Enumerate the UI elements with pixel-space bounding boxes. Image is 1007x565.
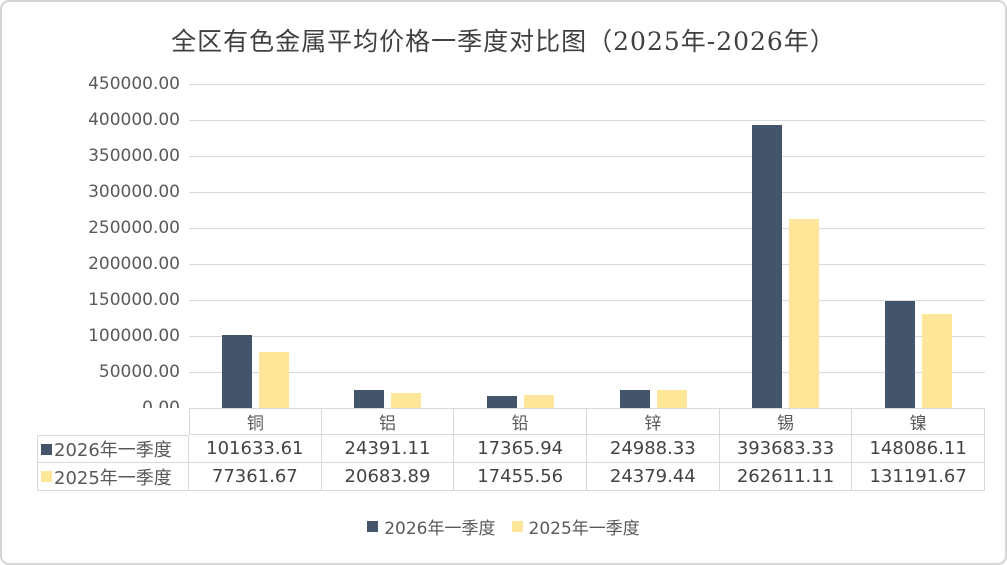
bar — [752, 124, 783, 408]
gridline — [189, 264, 985, 265]
legend-swatch-2026-icon — [367, 521, 379, 532]
legend-label-2026: 2026年一季度 — [384, 519, 496, 539]
gridline — [189, 336, 985, 337]
y-axis-label: 350000.00 — [88, 146, 180, 166]
value-cell: 24988.33 — [587, 435, 720, 463]
series-name: 2025年一季度 — [54, 467, 172, 489]
y-axis-label: 250000.00 — [88, 218, 180, 238]
bar-group — [852, 84, 985, 408]
value-cell: 262611.11 — [719, 463, 853, 491]
value-cell: 20683.89 — [321, 463, 455, 491]
series-name: 2026年一季度 — [54, 440, 172, 461]
category-header-cell: 铅 — [454, 408, 587, 435]
value-cell: 24379.44 — [587, 463, 720, 491]
bar — [619, 390, 650, 408]
bar — [221, 334, 252, 408]
legend: 2026年一季度 2025年一季度 — [2, 514, 1005, 539]
legend-swatch-2025-icon — [511, 521, 523, 532]
data-table: 铜铝铅锌锡镍 2026年一季度 101633.61 24391.11 17365.94 2… — [37, 408, 985, 491]
series-row-label: 2026年一季度 — [37, 435, 189, 463]
bar — [524, 395, 555, 408]
bar — [391, 393, 422, 408]
plot-area — [189, 84, 985, 408]
y-axis: 450000.00 400000.00 350000.00 300000.00 2500… — [42, 74, 180, 418]
gridline — [189, 84, 985, 85]
bar-group — [189, 84, 322, 408]
legend-item-2026: 2026年一季度 — [367, 514, 496, 539]
bar — [487, 395, 518, 408]
category-header-cell: 铜 — [189, 408, 322, 435]
value-cell: 148086.11 — [852, 435, 985, 463]
bar-group — [454, 84, 587, 408]
gridline — [189, 300, 985, 301]
gridline — [189, 228, 985, 229]
legend-item-2025: 2025年一季度 — [511, 514, 640, 539]
bar — [354, 390, 385, 408]
y-axis-label: 100000.00 — [88, 326, 180, 346]
bar-group — [322, 84, 455, 408]
gridline — [189, 120, 985, 121]
bar — [258, 352, 289, 408]
series-row-label: 2025年一季度 — [37, 463, 189, 491]
bar — [885, 301, 916, 408]
value-cell: 77361.67 — [189, 463, 322, 491]
category-header-cell: 铝 — [321, 408, 455, 435]
bar-group — [587, 84, 720, 408]
bar-group — [720, 84, 853, 408]
category-header-cell: 镍 — [852, 408, 985, 435]
value-cell: 131191.67 — [852, 463, 985, 491]
value-cell: 24391.11 — [321, 435, 455, 463]
y-axis-label: 450000.00 — [88, 74, 180, 94]
category-header-cell: 锌 — [587, 408, 720, 435]
gridline — [189, 156, 985, 157]
y-axis-label: 300000.00 — [88, 182, 180, 202]
category-header-cell: 锡 — [719, 408, 853, 435]
bar — [789, 218, 820, 408]
gridline — [189, 372, 985, 373]
value-cell: 101633.61 — [189, 435, 322, 463]
bar — [922, 313, 953, 408]
legend-label-2025: 2025年一季度 — [528, 519, 640, 539]
y-axis-label: 400000.00 — [88, 110, 180, 130]
value-cell: 17365.94 — [454, 435, 587, 463]
gridline — [189, 192, 985, 193]
bar — [656, 390, 687, 408]
value-cell: 393683.33 — [719, 435, 853, 463]
series-swatch-icon — [41, 471, 52, 482]
y-axis-label: 150000.00 — [88, 290, 180, 310]
chart-title: 全区有色金属平均价格一季度对比图（2025年-2026年） — [171, 27, 836, 56]
y-axis-label: 50000.00 — [98, 362, 180, 382]
series-swatch-icon — [41, 443, 52, 455]
value-cell: 17455.56 — [454, 463, 587, 491]
table-corner-cell — [37, 408, 189, 435]
y-axis-label: 200000.00 — [88, 254, 180, 274]
